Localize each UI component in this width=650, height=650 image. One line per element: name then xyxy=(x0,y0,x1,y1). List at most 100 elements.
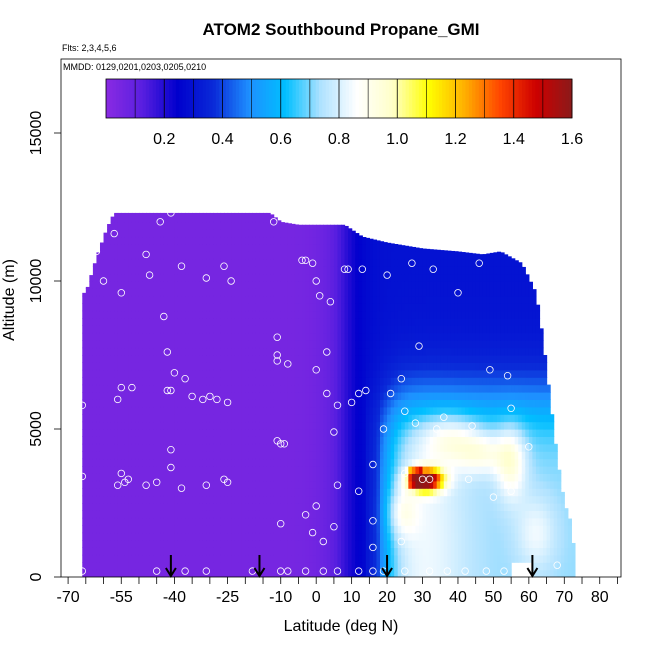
heatmap-cell xyxy=(379,288,385,297)
heatmap-cell xyxy=(436,266,441,275)
heatmap-cell xyxy=(344,517,349,526)
heatmap-cell xyxy=(170,458,176,467)
heatmap-cell xyxy=(348,310,353,319)
heatmap-cell xyxy=(319,229,324,238)
heatmap-cell xyxy=(447,414,452,423)
heatmap-cell xyxy=(82,451,87,460)
heatmap-cell xyxy=(369,318,374,326)
heatmap-cell xyxy=(319,429,324,437)
heatmap-cell xyxy=(199,414,204,423)
heatmap-cell xyxy=(316,399,321,408)
heatmap-cell xyxy=(333,236,339,245)
heatmap-cell xyxy=(365,295,370,304)
heatmap-cell xyxy=(131,325,137,334)
heatmap-cell xyxy=(404,355,409,363)
heatmap-cell xyxy=(185,221,190,230)
heatmap-cell xyxy=(245,547,250,556)
heatmap-cell xyxy=(163,540,168,548)
heatmap-cell xyxy=(117,229,122,238)
heatmap-cell xyxy=(252,325,257,334)
heatmap-cell xyxy=(362,288,367,297)
heatmap-cell xyxy=(358,532,363,541)
heatmap-cell xyxy=(302,488,307,497)
heatmap-cell xyxy=(234,281,239,289)
heatmap-cell xyxy=(231,325,236,334)
heatmap-cell xyxy=(177,229,183,238)
heatmap-cell xyxy=(312,451,317,460)
heatmap-cell xyxy=(224,458,229,467)
heatmap-cell xyxy=(387,244,392,252)
heatmap-cell xyxy=(153,295,158,304)
heatmap-cell xyxy=(266,214,271,223)
heatmap-cell xyxy=(206,384,211,393)
heatmap-cell xyxy=(394,362,399,371)
heatmap-cell xyxy=(411,473,417,482)
heatmap-cell xyxy=(284,266,289,275)
heatmap-cell xyxy=(355,443,360,452)
heatmap-cell xyxy=(280,540,285,548)
heatmap-cell xyxy=(99,495,105,504)
heatmap-cell xyxy=(174,236,179,245)
heatmap-cell xyxy=(376,377,381,386)
heatmap-cell xyxy=(163,562,168,571)
heatmap-cell xyxy=(234,362,239,371)
heatmap-cell xyxy=(146,429,151,437)
heatmap-cell xyxy=(259,229,264,238)
heatmap-cell xyxy=(124,325,129,334)
heatmap-cell xyxy=(248,332,253,341)
heatmap-cell xyxy=(121,443,126,452)
heatmap-cell xyxy=(114,488,119,497)
heatmap-cell xyxy=(177,244,183,252)
heatmap-cell xyxy=(96,503,101,511)
heatmap-cell xyxy=(404,310,409,319)
heatmap-cell xyxy=(376,414,381,423)
heatmap-cell xyxy=(372,488,378,497)
heatmap-cell xyxy=(238,466,243,474)
heatmap-cell xyxy=(330,266,335,275)
heatmap-cell xyxy=(358,258,363,267)
heatmap-cell xyxy=(245,295,250,304)
heatmap-cell xyxy=(291,223,296,230)
heatmap-cell xyxy=(447,250,452,252)
heatmap-cell xyxy=(128,273,133,282)
heatmap-cell xyxy=(216,466,222,474)
heatmap-cell xyxy=(202,495,207,504)
heatmap-cell xyxy=(142,212,147,215)
heatmap-cell xyxy=(401,495,406,504)
heatmap-cell xyxy=(387,406,392,415)
heatmap-cell xyxy=(401,362,406,371)
heatmap-cell xyxy=(160,273,165,282)
heatmap-cell xyxy=(415,281,420,289)
heatmap-cell xyxy=(202,295,207,304)
heatmap-cell xyxy=(291,392,296,400)
heatmap-cell xyxy=(255,532,261,541)
heatmap-cell xyxy=(135,488,140,497)
heatmap-cell xyxy=(163,377,168,386)
heatmap-cell xyxy=(128,295,133,304)
heatmap-cell xyxy=(426,443,431,452)
heatmap-cell xyxy=(443,495,448,504)
heatmap-cell xyxy=(252,355,257,363)
heatmap-cell xyxy=(163,369,168,378)
heatmap-cell xyxy=(174,458,179,467)
heatmap-cell xyxy=(252,221,257,230)
heatmap-cell xyxy=(216,251,222,260)
heatmap-cell xyxy=(128,547,133,556)
heatmap-cell xyxy=(121,510,126,519)
heatmap-cell xyxy=(447,340,452,349)
heatmap-cell xyxy=(280,458,285,467)
heatmap-cell xyxy=(362,421,367,430)
heatmap-cell xyxy=(418,569,424,577)
heatmap-cell xyxy=(110,310,115,319)
heatmap-cell xyxy=(167,451,172,460)
heatmap-cell xyxy=(270,421,275,430)
heatmap-cell xyxy=(224,547,229,556)
heatmap-cell xyxy=(401,251,406,260)
heatmap-cell xyxy=(436,421,441,430)
heatmap-cell xyxy=(277,532,282,541)
heatmap-cell xyxy=(277,421,282,430)
heatmap-cell xyxy=(259,258,264,267)
heatmap-cell xyxy=(266,332,271,341)
heatmap-cell xyxy=(341,310,346,319)
heatmap-cell xyxy=(344,362,349,371)
